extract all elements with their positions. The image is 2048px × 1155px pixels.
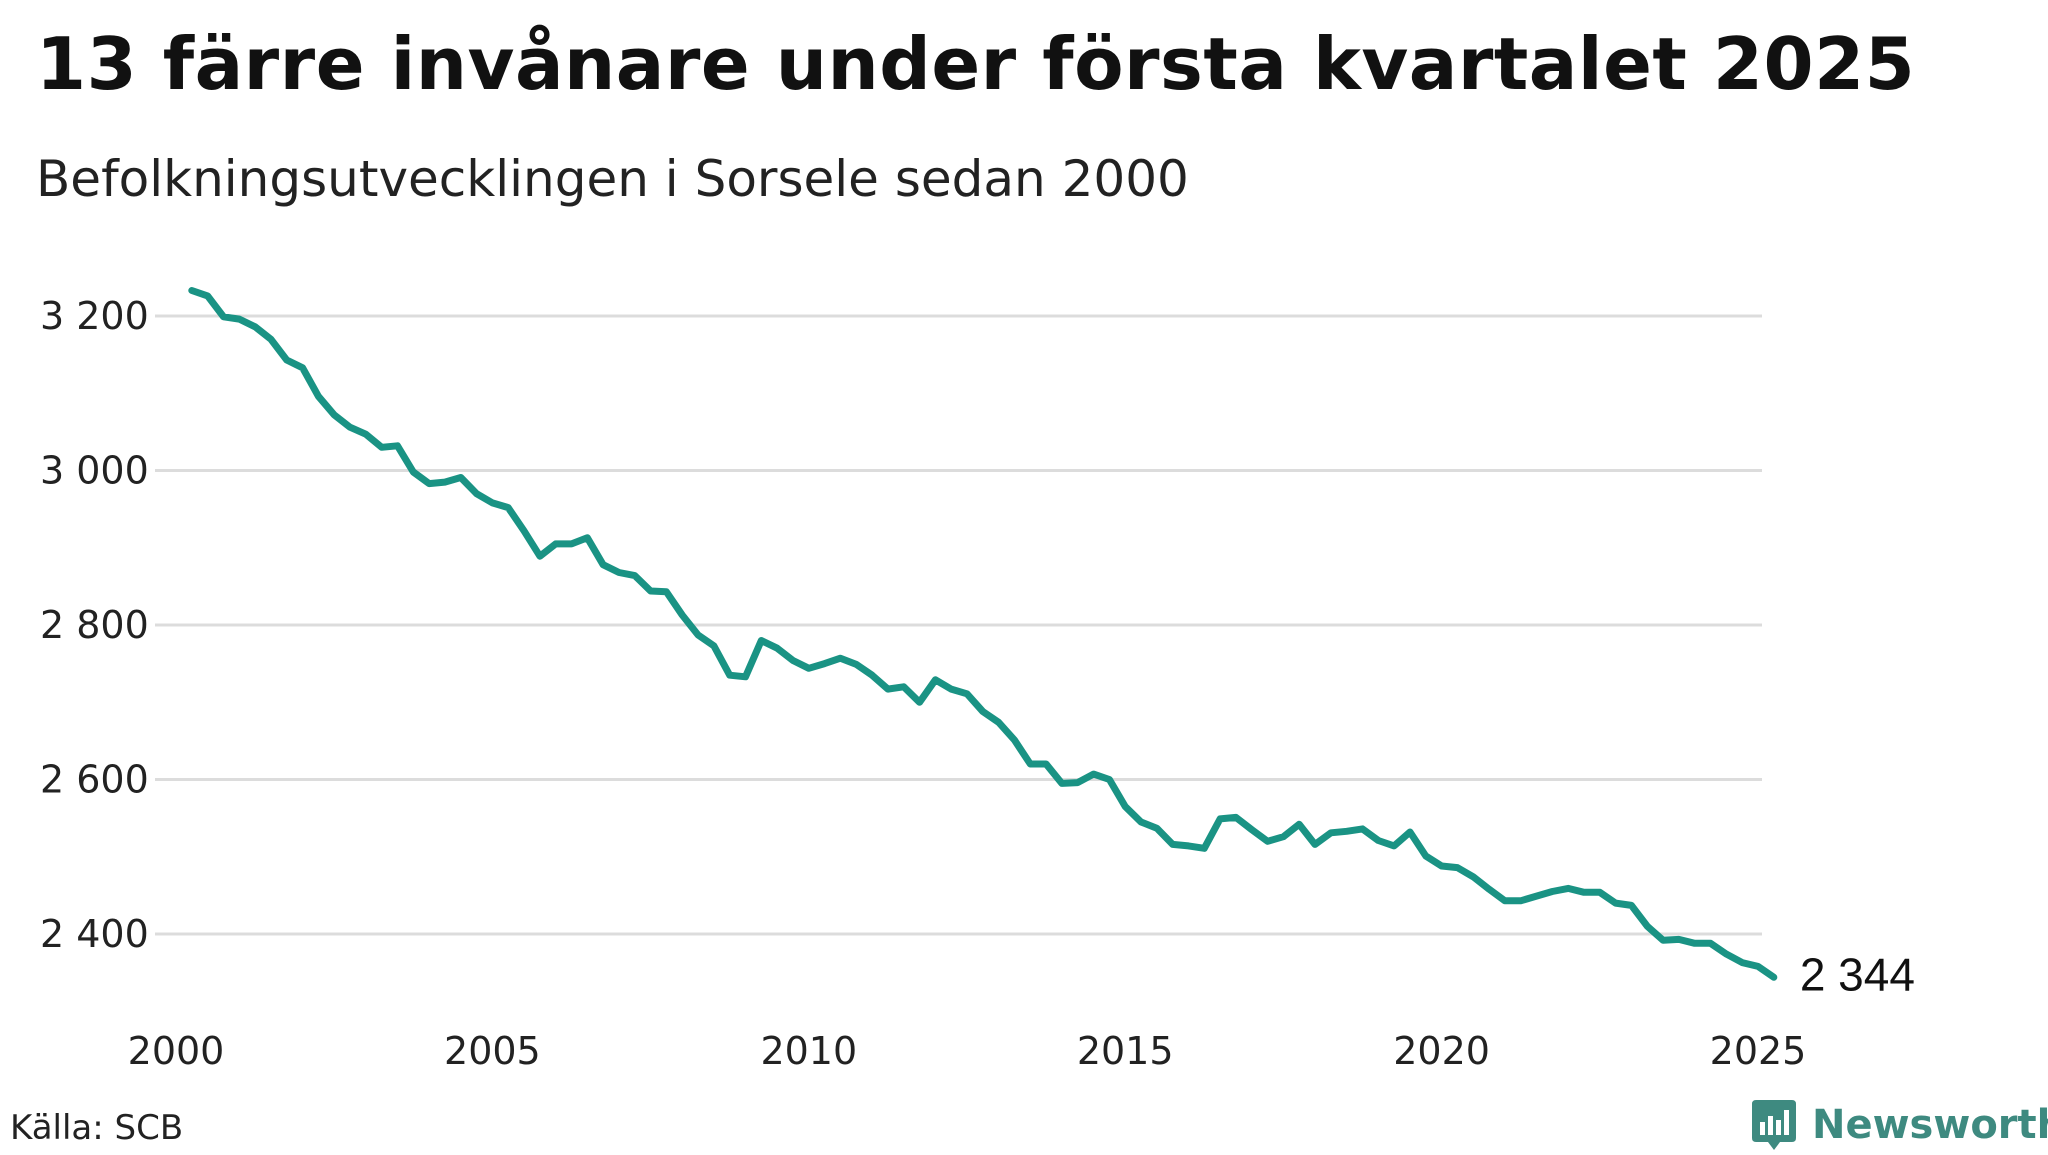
newsworthy-logo-icon — [1752, 1100, 1796, 1150]
brand-name: Newsworthy — [1812, 1102, 2048, 1148]
y-tick-label: 3 200 — [40, 294, 149, 338]
source-note: Källa: SCB — [10, 1108, 184, 1148]
gridlines — [155, 314, 1762, 936]
x-tick-label: 2025 — [1710, 1029, 1807, 1073]
brand-logo: Newsworthy — [1750, 1095, 2048, 1155]
series-group — [188, 287, 1778, 981]
x-tick-label: 2015 — [1077, 1029, 1174, 1073]
end-value-label: 2 344 — [1800, 948, 1915, 1000]
x-tick-label: 2010 — [760, 1029, 857, 1073]
y-tick-label: 3 000 — [40, 449, 149, 493]
x-tick-label: 2000 — [128, 1029, 225, 1073]
x-tick-label: 2005 — [444, 1029, 541, 1073]
y-tick-label: 2 800 — [40, 603, 149, 647]
y-axis-ticks: 2 400 2 600 2 800 3 000 3 200 — [40, 294, 149, 956]
x-tick-label: 2020 — [1393, 1029, 1490, 1073]
chart-title: 13 färre invånare under första kvartalet… — [36, 22, 1916, 106]
series-line — [188, 287, 1778, 981]
x-axis-ticks: 2000 2005 2010 2015 2020 2025 — [128, 1029, 1807, 1073]
y-tick-label: 2 600 — [40, 758, 149, 802]
y-tick-label: 2 400 — [40, 912, 149, 956]
chart-subtitle: Befolkningsutvecklingen i Sorsele sedan … — [36, 150, 1189, 208]
